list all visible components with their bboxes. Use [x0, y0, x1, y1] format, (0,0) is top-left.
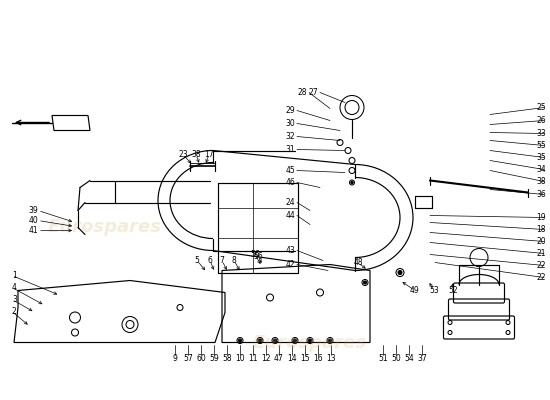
- Text: 52: 52: [448, 286, 458, 295]
- Text: 24: 24: [285, 198, 295, 207]
- Text: 38: 38: [191, 150, 201, 159]
- Text: 20: 20: [536, 237, 546, 246]
- Text: 47: 47: [274, 354, 284, 363]
- Text: 42: 42: [285, 260, 295, 269]
- Circle shape: [239, 339, 241, 342]
- Text: 32: 32: [285, 132, 295, 141]
- Text: 43: 43: [285, 246, 295, 255]
- Text: 44: 44: [285, 211, 295, 220]
- Text: 59: 59: [209, 354, 219, 363]
- Text: 7: 7: [219, 256, 224, 265]
- Text: 25: 25: [536, 103, 546, 112]
- Text: 56: 56: [253, 252, 263, 261]
- Text: 39: 39: [28, 206, 38, 215]
- Circle shape: [398, 270, 402, 274]
- Text: 33: 33: [536, 129, 546, 138]
- Text: 56: 56: [250, 250, 260, 259]
- Text: 13: 13: [326, 354, 336, 363]
- Text: 27: 27: [309, 88, 318, 97]
- Text: 2: 2: [12, 307, 16, 316]
- Text: Eurospares: Eurospares: [253, 334, 367, 352]
- Text: 41: 41: [29, 226, 38, 235]
- Text: 38: 38: [536, 177, 546, 186]
- Text: 50: 50: [391, 354, 401, 363]
- Text: 36: 36: [536, 190, 546, 199]
- Text: 46: 46: [285, 178, 295, 187]
- Text: 22: 22: [536, 273, 546, 282]
- Circle shape: [309, 339, 311, 342]
- Text: 8: 8: [232, 256, 236, 265]
- Text: 4: 4: [12, 283, 17, 292]
- Text: 55: 55: [536, 141, 546, 150]
- Text: 18: 18: [536, 225, 546, 234]
- Text: 51: 51: [378, 354, 388, 363]
- Text: 53: 53: [429, 286, 439, 295]
- Text: 10: 10: [235, 354, 245, 363]
- Text: 16: 16: [313, 354, 323, 363]
- Text: Eurospares: Eurospares: [48, 218, 162, 236]
- Text: 15: 15: [300, 354, 310, 363]
- Text: 6: 6: [207, 256, 212, 265]
- Text: 1: 1: [12, 271, 16, 280]
- Text: 28: 28: [298, 88, 307, 97]
- Text: 57: 57: [183, 354, 193, 363]
- Text: 5: 5: [195, 256, 200, 265]
- Text: 30: 30: [285, 119, 295, 128]
- Text: 34: 34: [536, 165, 546, 174]
- Text: 9: 9: [173, 354, 178, 363]
- Text: 45: 45: [285, 166, 295, 175]
- Text: 60: 60: [196, 354, 206, 363]
- Text: 31: 31: [285, 145, 295, 154]
- Text: 29: 29: [285, 106, 295, 115]
- Text: 14: 14: [287, 354, 297, 363]
- Text: 35: 35: [536, 153, 546, 162]
- Text: 17: 17: [204, 150, 214, 159]
- Text: 11: 11: [248, 354, 258, 363]
- Text: 48: 48: [353, 258, 363, 267]
- Text: 12: 12: [261, 354, 271, 363]
- Text: 22: 22: [536, 261, 546, 270]
- Circle shape: [294, 339, 296, 342]
- Text: 19: 19: [536, 213, 546, 222]
- Text: 21: 21: [536, 249, 546, 258]
- Text: 40: 40: [28, 216, 38, 225]
- Circle shape: [351, 181, 353, 184]
- Text: 58: 58: [222, 354, 232, 363]
- Text: 23: 23: [178, 150, 188, 159]
- Circle shape: [273, 339, 277, 342]
- Text: 26: 26: [536, 116, 546, 125]
- Circle shape: [328, 339, 332, 342]
- Text: 37: 37: [417, 354, 427, 363]
- Circle shape: [364, 281, 366, 284]
- Circle shape: [258, 339, 261, 342]
- Text: 3: 3: [12, 295, 17, 304]
- Text: 54: 54: [404, 354, 414, 363]
- Text: 49: 49: [410, 286, 420, 295]
